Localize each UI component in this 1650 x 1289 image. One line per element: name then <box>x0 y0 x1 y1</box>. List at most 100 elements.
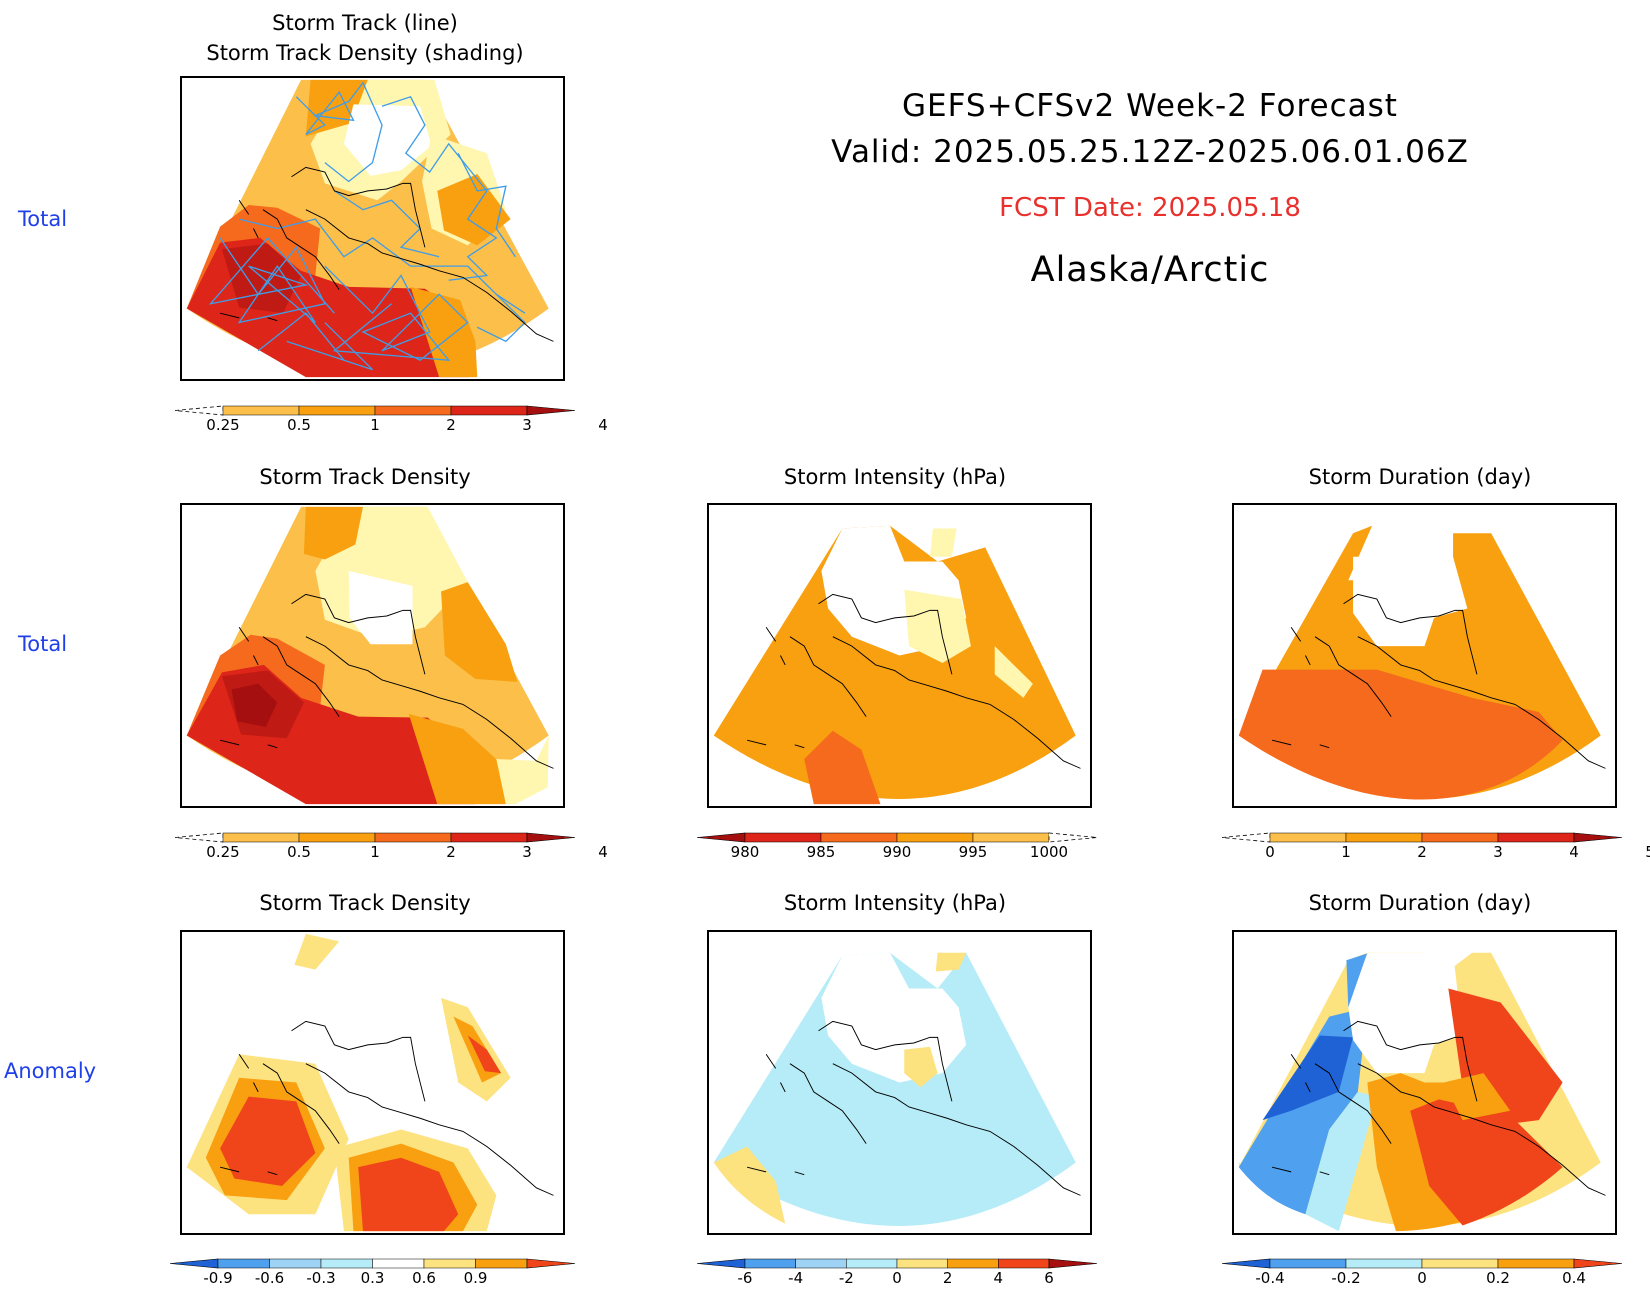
anom_density-tick-label: -0.9 <box>203 1269 232 1287</box>
anom_density-high-arrow <box>526 1258 576 1269</box>
density-tick-label: 2 <box>446 843 456 861</box>
anom_intensity-tick-label: 6 <box>1044 1269 1054 1287</box>
anom_density-tick-label: 0.9 <box>464 1269 488 1287</box>
density-swatch-1 <box>222 832 300 843</box>
panel4-title: Storm Duration (day) <box>1308 465 1532 489</box>
map-duration-anomaly-svg <box>1238 952 1606 1232</box>
intensity-colorbar-svg: 980 985 990 995 1000 <box>696 832 1098 861</box>
anom_intensity-tick-label: -2 <box>839 1269 854 1287</box>
duration-colorbar-svg: 0 1 2 3 4 5 <box>1221 832 1650 861</box>
anom_intensity-high-arrow <box>1048 1258 1098 1269</box>
map-intensity-anomaly-svg <box>713 952 1081 1226</box>
duration-tick-label: 5 <box>1645 843 1650 861</box>
anom_intensity-swatch-3 <box>846 1258 898 1269</box>
density-tick-label: 0.5 <box>287 416 311 434</box>
anom_density-tick-label: 0.6 <box>412 1269 436 1287</box>
duration-tick-label: 3 <box>1493 843 1503 861</box>
duration-swatch-4 <box>1497 832 1575 843</box>
colorbar-duration-total: 0 1 2 3 4 5 <box>1221 831 1650 863</box>
anom_density-tick-label: -0.3 <box>306 1269 335 1287</box>
colorbar-intensity-total: 980 985 990 995 1000 <box>696 831 1098 863</box>
anom_intensity-low-arrow <box>696 1258 746 1269</box>
intensity-tick-label: 995 <box>959 843 988 861</box>
density-tick-label: 1 <box>370 416 380 434</box>
intensity-low-arrow <box>696 832 746 843</box>
row-label-total-2: Total <box>18 632 68 656</box>
anom_duration-tick-label: 0 <box>1417 1269 1427 1287</box>
anom_density-swatch-2 <box>269 1258 322 1269</box>
map-track-total <box>180 76 565 381</box>
density-tick-label: 4 <box>598 416 608 434</box>
duration-low-open <box>1221 832 1271 843</box>
intensity-tick-label: 985 <box>807 843 836 861</box>
colorbar-density-top: 0.25 0.5 1 2 3 4 <box>174 404 608 436</box>
density-tick-label: 0.25 <box>206 843 239 861</box>
panel5-title: Storm Track Density <box>259 891 471 915</box>
forecast-title: GEFS+CFSv2 Week-2 Forecast <box>902 88 1398 124</box>
duration-tick-label: 1 <box>1341 843 1351 861</box>
fcst-date: FCST Date: 2025.05.18 <box>999 193 1301 223</box>
panel6-title: Storm Intensity (hPa) <box>783 891 1007 915</box>
map-density-total-svg <box>186 506 554 805</box>
density-swatch-1 <box>222 405 300 416</box>
map-intensity-total-svg <box>713 525 1081 805</box>
row-label-anomaly: Anomaly <box>4 1059 97 1083</box>
duration-swatch-2 <box>1345 832 1423 843</box>
density-tick-label: 1 <box>370 843 380 861</box>
anom_intensity-swatch-5 <box>947 1258 999 1269</box>
density-swatch-2 <box>298 832 376 843</box>
density-tick-label: 0.25 <box>206 416 239 434</box>
colorbar-density-anomaly: -0.9 -0.6 -0.3 0.3 0.6 0.9 <box>169 1257 576 1289</box>
anom_intensity-tick-label: -4 <box>788 1269 803 1287</box>
anom_duration-tick-label: 0.4 <box>1562 1269 1586 1287</box>
anom_density-swatch-5 <box>423 1258 476 1269</box>
density-colorbar-svg: 0.25 0.5 1 2 3 4 <box>174 405 608 434</box>
intensity-swatch-2 <box>820 832 898 843</box>
anom_duration-swatch-4 <box>1497 1258 1575 1269</box>
anom_density-swatch-3 <box>320 1258 373 1269</box>
anom_density-swatch-4 <box>372 1258 425 1269</box>
anom_intensity-swatch-4 <box>896 1258 948 1269</box>
anom_intensity-tick-label: 2 <box>943 1269 953 1287</box>
density-tick-label: 3 <box>522 843 532 861</box>
map-density-total <box>180 503 565 808</box>
anom_intensity-swatch-2 <box>795 1258 847 1269</box>
panel1-title-line2: Storm Track Density (shading) <box>206 41 524 65</box>
panel7-title: Storm Duration (day) <box>1308 891 1532 915</box>
intensity-tick-label: 990 <box>883 843 912 861</box>
density-swatch-3 <box>374 832 452 843</box>
anom_density-low-arrow <box>169 1258 219 1269</box>
density-tick-label: 2 <box>446 416 456 434</box>
density-swatch-4 <box>450 405 528 416</box>
anom_density-tick-label: 0.3 <box>361 1269 385 1287</box>
density-colorbar-svg: 0.25 0.5 1 2 3 4 <box>174 832 608 861</box>
intensity-swatch-4 <box>972 832 1050 843</box>
map-intensity-anomaly <box>707 930 1092 1235</box>
anom_duration-tick-label: -0.4 <box>1255 1269 1284 1287</box>
duration-swatch-3 <box>1421 832 1499 843</box>
panel1-title-line1: Storm Track (line) <box>272 11 458 35</box>
anom_intensity-swatch-6 <box>998 1258 1050 1269</box>
anom_duration-swatch-3 <box>1421 1258 1499 1269</box>
anom_duration-high-arrow <box>1573 1258 1623 1269</box>
density-low-open <box>174 832 224 843</box>
anom_density-tick-label: -0.6 <box>255 1269 284 1287</box>
row-label-total-1: Total <box>18 207 68 231</box>
density-low-open <box>174 405 224 416</box>
anom_intensity-tick-label: 4 <box>994 1269 1004 1287</box>
valid-period: Valid: 2025.05.25.12Z-2025.06.01.06Z <box>831 134 1469 170</box>
anom_intensity-colorbar-svg: -6 -4 -2 0 2 4 6 <box>696 1258 1098 1287</box>
map-density-anomaly <box>180 930 565 1235</box>
anom_duration-swatch-1 <box>1269 1258 1347 1269</box>
map-duration-total-svg <box>1238 525 1606 800</box>
map-track-total-svg <box>186 79 554 378</box>
duration-swatch-1 <box>1269 832 1347 843</box>
intensity-tick-label: 1000 <box>1030 843 1068 861</box>
anom_duration-tick-label: 0.2 <box>1486 1269 1510 1287</box>
density-high-arrow <box>526 832 576 843</box>
duration-tick-label: 4 <box>1569 843 1579 861</box>
anom_intensity-tick-label: 0 <box>892 1269 902 1287</box>
map-intensity-total <box>707 503 1092 808</box>
anom_duration-colorbar-svg: -0.4 -0.2 0 0.2 0.4 <box>1221 1258 1623 1287</box>
map-density-anomaly-svg <box>186 933 554 1232</box>
